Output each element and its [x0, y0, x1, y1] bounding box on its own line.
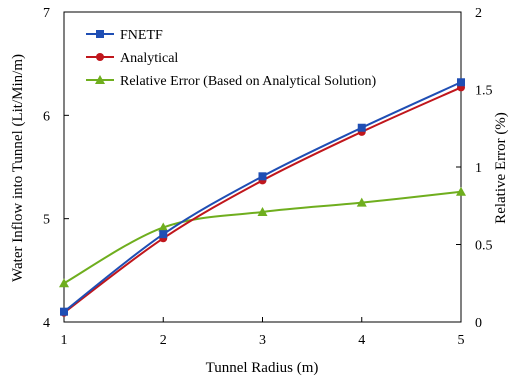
legend-item: Analytical: [86, 51, 178, 66]
data-point: [159, 230, 168, 239]
right-y-tick-label: 0: [475, 316, 482, 331]
legend-swatch-marker: [96, 53, 104, 61]
series-triangle: [59, 186, 466, 288]
legend-label: Analytical: [120, 51, 178, 66]
data-point: [158, 222, 169, 232]
legend-swatch-marker: [96, 30, 104, 38]
left-y-tick-label: 5: [43, 213, 50, 228]
right-y-tick-label: 1: [475, 161, 482, 176]
data-point: [257, 206, 268, 216]
series-square: [60, 78, 465, 316]
legend-item: FNETF: [86, 28, 163, 43]
data-point: [457, 78, 465, 87]
data-point: [456, 186, 466, 196]
data-point: [258, 172, 267, 181]
legend-label: Relative Error (Based on Analytical Solu…: [120, 74, 377, 89]
left-y-axis-ticks: 4 5 6 7: [43, 6, 69, 331]
left-y-axis-title: Water Inflow into Tunnel (Lit/Min/m): [10, 54, 26, 282]
legend-label: FNETF: [120, 28, 163, 43]
left-y-tick-label: 4: [43, 316, 50, 331]
series-layer: [59, 78, 466, 317]
series-line: [63, 86, 462, 314]
series-line: [63, 190, 462, 285]
data-point: [357, 123, 366, 132]
x-tick-label: 4: [358, 333, 365, 348]
data-point: [356, 197, 367, 207]
series-circle: [60, 83, 465, 317]
x-tick-label: 5: [458, 333, 465, 348]
x-axis-title: Tunnel Radius (m): [206, 360, 319, 376]
x-tick-label: 2: [160, 333, 167, 348]
left-y-tick-label: 7: [43, 6, 50, 21]
x-axis-ticks: 1 2 3 4 5: [61, 317, 465, 348]
legend-swatch-marker: [95, 75, 105, 84]
right-y-axis-title: Relative Error (%): [493, 112, 509, 224]
series-line: [63, 81, 462, 313]
right-y-tick-label: 2: [475, 6, 482, 21]
right-y-axis-ticks: 0 0.5 1 1.5 2: [456, 6, 493, 331]
x-tick-label: 1: [61, 333, 68, 348]
right-y-tick-label: 1.5: [475, 84, 493, 99]
legend: FNETF Analytical Relative Error (Based on …: [86, 28, 377, 89]
data-point: [59, 278, 69, 288]
legend-item: Relative Error (Based on Analytical Solu…: [86, 74, 377, 89]
right-y-tick-label: 0.5: [475, 239, 493, 254]
data-point: [60, 307, 68, 316]
left-y-tick-label: 6: [43, 109, 50, 124]
x-tick-label: 3: [259, 333, 266, 348]
